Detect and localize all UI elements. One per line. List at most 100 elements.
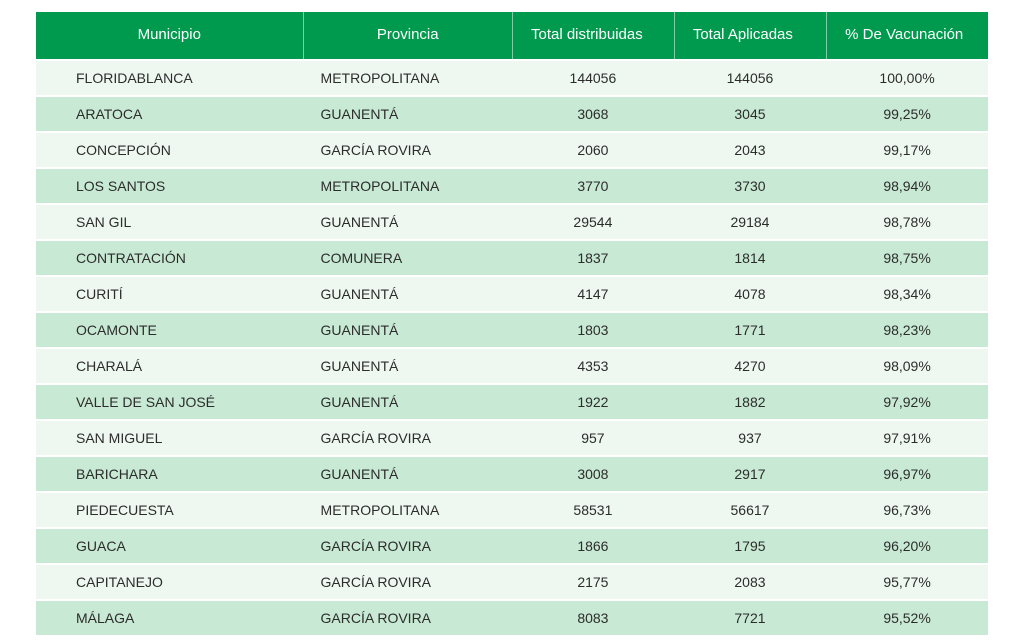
cell-provincia: GUANENTÁ <box>303 457 512 491</box>
cell-aplicadas: 2917 <box>674 457 826 491</box>
cell-distribuidas: 2060 <box>512 133 674 167</box>
cell-pct: 99,17% <box>826 133 988 167</box>
cell-distribuidas: 144056 <box>512 61 674 95</box>
cell-aplicadas: 4270 <box>674 349 826 383</box>
cell-pct: 97,92% <box>826 385 988 419</box>
cell-municipio: PIEDECUESTA <box>36 493 303 527</box>
cell-municipio: CONCEPCIÓN <box>36 133 303 167</box>
cell-distribuidas: 8083 <box>512 601 674 635</box>
col-distribuidas: Total distribuidas <box>512 12 674 59</box>
cell-pct: 96,73% <box>826 493 988 527</box>
table-row: FLORIDABLANCAMETROPOLITANA14405614405610… <box>36 61 988 95</box>
cell-municipio: CAPITANEJO <box>36 565 303 599</box>
table-row: SAN GILGUANENTÁ295442918498,78% <box>36 205 988 239</box>
cell-distribuidas: 58531 <box>512 493 674 527</box>
cell-provincia: GARCÍA ROVIRA <box>303 133 512 167</box>
table-row: GUACAGARCÍA ROVIRA1866179596,20% <box>36 529 988 563</box>
cell-aplicadas: 937 <box>674 421 826 455</box>
table-body: FLORIDABLANCAMETROPOLITANA14405614405610… <box>36 61 988 635</box>
cell-distribuidas: 1922 <box>512 385 674 419</box>
cell-provincia: GUANENTÁ <box>303 277 512 311</box>
cell-aplicadas: 1882 <box>674 385 826 419</box>
cell-municipio: ARATOCA <box>36 97 303 131</box>
cell-provincia: GUANENTÁ <box>303 97 512 131</box>
cell-provincia: GARCÍA ROVIRA <box>303 421 512 455</box>
cell-municipio: GUACA <box>36 529 303 563</box>
cell-municipio: CONTRATACIÓN <box>36 241 303 275</box>
cell-aplicadas: 7721 <box>674 601 826 635</box>
cell-pct: 98,34% <box>826 277 988 311</box>
cell-aplicadas: 29184 <box>674 205 826 239</box>
cell-pct: 98,09% <box>826 349 988 383</box>
table-row: CAPITANEJOGARCÍA ROVIRA2175208395,77% <box>36 565 988 599</box>
cell-pct: 95,77% <box>826 565 988 599</box>
cell-distribuidas: 957 <box>512 421 674 455</box>
cell-aplicadas: 4078 <box>674 277 826 311</box>
col-pct: % De Vacunación <box>826 12 988 59</box>
cell-provincia: COMUNERA <box>303 241 512 275</box>
cell-provincia: GUANENTÁ <box>303 349 512 383</box>
cell-pct: 99,25% <box>826 97 988 131</box>
table-row: OCAMONTEGUANENTÁ1803177198,23% <box>36 313 988 347</box>
cell-municipio: SAN MIGUEL <box>36 421 303 455</box>
cell-municipio: VALLE DE SAN JOSÉ <box>36 385 303 419</box>
col-municipio: Municipio <box>36 12 303 59</box>
table-row: PIEDECUESTAMETROPOLITANA585315661796,73% <box>36 493 988 527</box>
cell-distribuidas: 1803 <box>512 313 674 347</box>
cell-provincia: METROPOLITANA <box>303 61 512 95</box>
cell-aplicadas: 3730 <box>674 169 826 203</box>
cell-provincia: GARCÍA ROVIRA <box>303 529 512 563</box>
col-provincia: Provincia <box>303 12 512 59</box>
cell-distribuidas: 4353 <box>512 349 674 383</box>
table-row: CHARALÁGUANENTÁ4353427098,09% <box>36 349 988 383</box>
cell-distribuidas: 4147 <box>512 277 674 311</box>
cell-municipio: SAN GIL <box>36 205 303 239</box>
cell-distribuidas: 1866 <box>512 529 674 563</box>
cell-distribuidas: 3008 <box>512 457 674 491</box>
cell-provincia: GARCÍA ROVIRA <box>303 601 512 635</box>
cell-provincia: GUANENTÁ <box>303 205 512 239</box>
cell-aplicadas: 3045 <box>674 97 826 131</box>
cell-pct: 98,23% <box>826 313 988 347</box>
table-row: BARICHARAGUANENTÁ3008291796,97% <box>36 457 988 491</box>
cell-aplicadas: 56617 <box>674 493 826 527</box>
table-row: CURITÍGUANENTÁ4147407898,34% <box>36 277 988 311</box>
vaccination-table: Municipio Provincia Total distribuidas T… <box>36 10 988 637</box>
cell-provincia: GUANENTÁ <box>303 385 512 419</box>
table-row: CONCEPCIÓNGARCÍA ROVIRA2060204399,17% <box>36 133 988 167</box>
cell-aplicadas: 1771 <box>674 313 826 347</box>
cell-pct: 96,97% <box>826 457 988 491</box>
cell-pct: 100,00% <box>826 61 988 95</box>
cell-municipio: CURITÍ <box>36 277 303 311</box>
cell-municipio: CHARALÁ <box>36 349 303 383</box>
col-aplicadas: Total Aplicadas <box>674 12 826 59</box>
table-row: VALLE DE SAN JOSÉGUANENTÁ1922188297,92% <box>36 385 988 419</box>
cell-distribuidas: 2175 <box>512 565 674 599</box>
table-row: SAN MIGUELGARCÍA ROVIRA95793797,91% <box>36 421 988 455</box>
table-header-row: Municipio Provincia Total distribuidas T… <box>36 12 988 59</box>
cell-municipio: OCAMONTE <box>36 313 303 347</box>
cell-aplicadas: 144056 <box>674 61 826 95</box>
cell-pct: 98,78% <box>826 205 988 239</box>
table-row: ARATOCAGUANENTÁ3068304599,25% <box>36 97 988 131</box>
table-row: LOS SANTOSMETROPOLITANA3770373098,94% <box>36 169 988 203</box>
cell-distribuidas: 3770 <box>512 169 674 203</box>
cell-provincia: GARCÍA ROVIRA <box>303 565 512 599</box>
cell-pct: 95,52% <box>826 601 988 635</box>
cell-pct: 96,20% <box>826 529 988 563</box>
cell-provincia: METROPOLITANA <box>303 493 512 527</box>
cell-pct: 98,75% <box>826 241 988 275</box>
cell-distribuidas: 3068 <box>512 97 674 131</box>
cell-aplicadas: 1795 <box>674 529 826 563</box>
cell-municipio: BARICHARA <box>36 457 303 491</box>
cell-provincia: METROPOLITANA <box>303 169 512 203</box>
cell-aplicadas: 2083 <box>674 565 826 599</box>
cell-pct: 98,94% <box>826 169 988 203</box>
cell-distribuidas: 1837 <box>512 241 674 275</box>
cell-aplicadas: 2043 <box>674 133 826 167</box>
cell-municipio: MÁLAGA <box>36 601 303 635</box>
table-row: CONTRATACIÓNCOMUNERA1837181498,75% <box>36 241 988 275</box>
table-row: MÁLAGAGARCÍA ROVIRA8083772195,52% <box>36 601 988 635</box>
cell-provincia: GUANENTÁ <box>303 313 512 347</box>
cell-municipio: FLORIDABLANCA <box>36 61 303 95</box>
